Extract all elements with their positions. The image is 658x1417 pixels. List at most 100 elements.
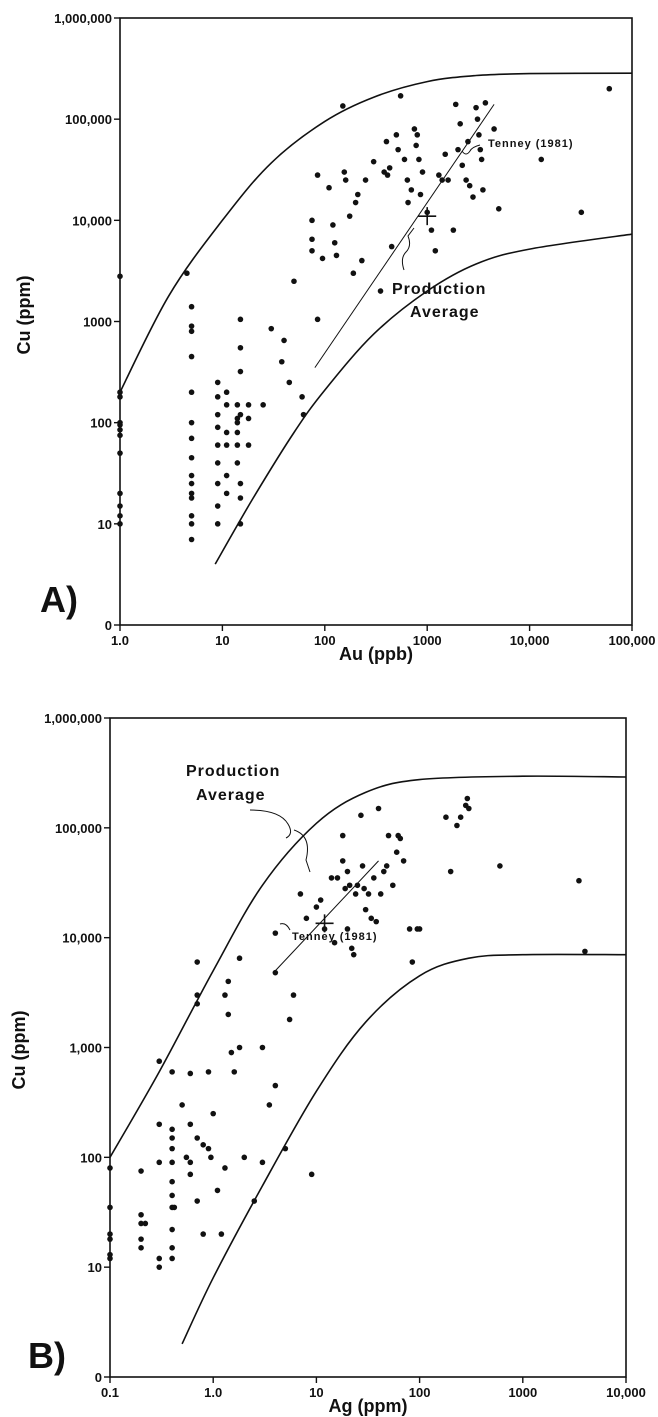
data-point	[395, 146, 401, 153]
data-point	[328, 875, 335, 881]
data-point	[582, 948, 588, 955]
lower-envelope-curve	[214, 233, 633, 565]
data-point	[314, 316, 321, 323]
data-point	[482, 100, 489, 106]
data-point	[214, 424, 221, 431]
data-point	[388, 243, 395, 250]
data-point	[383, 138, 390, 145]
data-point	[413, 142, 419, 149]
data-point	[194, 1000, 201, 1007]
data-point	[476, 132, 482, 138]
data-point	[466, 805, 472, 812]
data-point	[371, 875, 377, 881]
data-point	[171, 1204, 178, 1211]
y-tick-label: 1,000,000	[44, 711, 102, 726]
data-point	[234, 402, 241, 408]
data-point	[214, 442, 221, 448]
data-point	[228, 1049, 235, 1056]
data-point	[234, 442, 241, 448]
data-point	[340, 103, 346, 109]
data-point	[416, 156, 422, 163]
annotation-tenney: Tenney (1981)	[488, 138, 574, 150]
data-point	[447, 868, 454, 875]
data-point	[156, 1255, 163, 1262]
x-axis-label: Au (ppb)	[339, 644, 413, 664]
data-point	[231, 1069, 238, 1075]
data-point	[428, 227, 435, 233]
data-point	[286, 379, 293, 386]
chart-panel-a: 0 10 100 1000 10,000 100,000 1,000,000 1.0 10 10…	[14, 11, 656, 664]
x-tick-labels: 0.1 1.0 10 100 1000 10,000	[101, 1385, 646, 1400]
x-tick-label: 100	[409, 1385, 431, 1400]
data-point	[188, 536, 195, 543]
data-point	[354, 191, 361, 198]
data-point	[223, 490, 230, 497]
upper-envelope-curve	[109, 775, 627, 1158]
data-point	[408, 187, 415, 193]
data-point	[214, 1187, 221, 1194]
data-point	[222, 1165, 228, 1171]
data-point	[377, 288, 384, 294]
data-point	[393, 132, 400, 138]
data-point	[194, 992, 201, 998]
data-point	[400, 858, 407, 864]
data-point	[286, 1016, 293, 1023]
data-point	[309, 247, 315, 254]
data-point	[491, 126, 497, 132]
data-point	[297, 891, 304, 897]
data-point	[138, 1168, 144, 1174]
data-point	[200, 1142, 206, 1148]
annotation-leader	[249, 809, 292, 839]
data-point	[169, 1226, 175, 1233]
data-point	[442, 151, 449, 158]
data-point	[377, 891, 384, 897]
x-tick-label: 10	[309, 1385, 323, 1400]
data-point	[278, 358, 285, 365]
data-point	[578, 209, 585, 216]
annotation-tenney: Tenney (1981)	[292, 931, 378, 943]
plot-frame	[109, 717, 627, 1378]
data-point	[397, 835, 404, 842]
data-point	[205, 1069, 212, 1075]
data-point	[169, 1069, 175, 1075]
data-point	[368, 915, 375, 922]
data-point	[411, 126, 418, 132]
y-tick-label: 100	[90, 416, 112, 431]
tenney-trend-line	[274, 860, 379, 972]
x-tick-label: 100,000	[609, 633, 656, 648]
data-point	[194, 1135, 201, 1141]
data-point	[457, 814, 464, 820]
data-point	[344, 926, 351, 932]
data-point	[214, 394, 221, 400]
data-point	[210, 1110, 216, 1117]
data-point	[406, 926, 413, 932]
data-point	[443, 814, 449, 820]
data-point	[348, 945, 355, 952]
data-point	[350, 951, 357, 958]
data-points	[107, 795, 588, 1270]
data-point	[272, 1082, 279, 1089]
data-point	[282, 1145, 289, 1152]
data-point	[169, 1126, 175, 1133]
data-point	[390, 882, 396, 889]
data-point	[299, 394, 305, 400]
data-point	[393, 849, 400, 855]
data-point	[478, 156, 485, 163]
data-point	[187, 1159, 194, 1166]
x-tick-label: 10	[215, 633, 229, 648]
data-point	[319, 255, 326, 262]
data-point	[290, 992, 297, 998]
data-point	[259, 1159, 266, 1166]
data-point	[352, 891, 359, 897]
data-point	[205, 1145, 212, 1152]
data-point	[138, 1245, 144, 1251]
annotation-leader	[461, 144, 481, 155]
data-point	[466, 182, 473, 189]
data-point	[300, 411, 307, 418]
data-point	[386, 165, 393, 171]
data-point	[331, 939, 338, 946]
data-point	[436, 172, 442, 178]
data-point	[188, 419, 195, 426]
data-point	[237, 411, 244, 418]
data-point	[138, 1211, 144, 1218]
